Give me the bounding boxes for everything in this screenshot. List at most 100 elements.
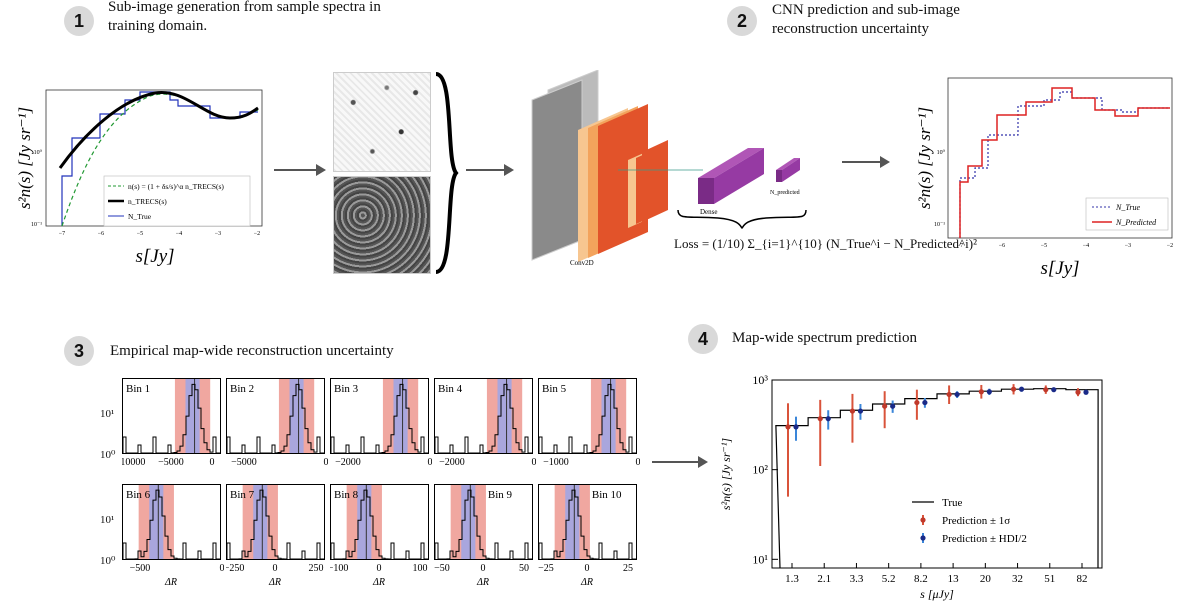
x-tick-label: 1.3: [785, 573, 799, 585]
prediction-point: [849, 408, 856, 414]
step-number: 2: [736, 10, 747, 31]
prediction-point: [1010, 386, 1017, 392]
histogram-x-tick: −1000: [543, 457, 569, 468]
histogram-bin-label: Bin 9: [488, 489, 513, 501]
legend-series-label: Prediction ± HDI/2: [942, 533, 1027, 545]
histogram-bars: [122, 383, 221, 454]
prediction-point: [1083, 389, 1089, 395]
prediction-point: [793, 424, 799, 430]
histogram-bin-label: Bin 8: [334, 489, 359, 501]
output-block: [776, 158, 800, 170]
output-label: N_predicted: [770, 190, 800, 196]
histogram-x-tick: −50: [434, 563, 450, 574]
map-wide-spectrum-chart: 10³ 10² 10¹ 1.3 2.1 3.3 5.2 8.2 13 20 32 51 82 s [μJy…: [719, 373, 1103, 601]
n-true-dotted-line: [959, 91, 1170, 238]
step-1-title-line1: Sub-image generation from sample spectra…: [108, 0, 381, 15]
histogram-x-tick: 0: [636, 457, 641, 468]
histogram-panel: Bin 5 −1000 0: [538, 378, 641, 468]
histogram-x-tick: 0: [585, 563, 590, 574]
loss-equation: = (1/10) Σ_{i=1}^{10} (N_True^i − N_Pred…: [701, 236, 977, 251]
conv2d-label: Conv2D: [570, 259, 594, 267]
histogram-panel: Bin 9 −50 0 50 ΔR: [434, 484, 533, 588]
histogram-panel: Bin 8 −100 0 100 ΔR: [330, 484, 429, 588]
arrow-icon: [842, 156, 890, 168]
prediction-plot: N_True N_Predicted 10⁰ 10⁻¹ −7 −6 −5 −4 …: [915, 77, 1173, 279]
legend-box: [103, 175, 251, 227]
histogram-x-tick: 0: [377, 563, 382, 574]
histogram-x-label: ΔR: [268, 577, 281, 588]
histogram-x-tick: −5000: [231, 457, 257, 468]
step-2-title: CNN prediction and sub-image reconstruct…: [772, 1, 960, 39]
histogram-bars: [226, 383, 325, 454]
histogram-y-tick: 10⁰: [100, 449, 116, 461]
histogram-x-tick: 25: [623, 563, 633, 574]
arrow-icon: [652, 456, 708, 468]
prediction-point: [954, 391, 960, 398]
histogram-x-tick: 0: [481, 563, 486, 574]
histogram-bars: [330, 383, 429, 454]
prediction-point: [825, 416, 831, 422]
histogram-frame: [330, 378, 429, 454]
step-2-title-line1: CNN prediction and sub-image: [772, 2, 960, 18]
y-tick-label: 10³: [752, 373, 768, 387]
output-block: [782, 158, 800, 182]
histogram-x-label: ΔR: [164, 577, 177, 588]
prediction-point: [882, 403, 888, 409]
conv-block: [642, 140, 668, 222]
dense-block: [698, 178, 714, 204]
histogram-frame: [538, 378, 637, 454]
step-3-title-line1: Empirical map-wide reconstruction uncert…: [110, 343, 394, 359]
histogram-frame: [434, 378, 533, 454]
histogram-bin-label: Bin 5: [542, 383, 567, 395]
histogram-bars: [538, 489, 636, 560]
sub-image-dense: [333, 176, 431, 274]
histogram-bin-label: Bin 2: [230, 383, 254, 395]
step-3-title: Empirical map-wide reconstruction uncert…: [110, 342, 394, 361]
x-tick: −2: [1167, 243, 1173, 249]
histogram-x-tick: 0: [220, 563, 225, 574]
histogram-x-label: ΔR: [580, 577, 593, 588]
x-axis-label: s[Jy]: [1040, 258, 1079, 279]
prediction-point: [1018, 386, 1025, 392]
prediction-point: [946, 391, 952, 398]
histogram-x-tick: 100: [413, 563, 428, 574]
step-4-badge: 4: [688, 324, 718, 354]
n-true-step-line: [61, 91, 258, 226]
cnn-input-image-front: [531, 79, 583, 261]
histogram-x-tick: −250: [226, 563, 244, 574]
true-step-line: [775, 388, 1099, 569]
histogram-frame: [538, 484, 637, 560]
step-3-badge: 3: [64, 336, 94, 366]
prediction-point: [978, 389, 984, 395]
x-tick: −4: [176, 231, 182, 237]
loss-formula: Loss = (1/10) Σ_{i=1}^{10} (N_True^i − N…: [674, 236, 977, 252]
legend-series-label: Prediction ± 1σ: [942, 515, 1010, 527]
prediction-point: [1051, 387, 1057, 393]
x-tick-label: 3.3: [850, 573, 864, 585]
histogram-panel: Bin 1 −10000 −5000 0: [122, 378, 221, 468]
x-axis-label: s [μJy]: [920, 587, 954, 601]
loss-prefix: Loss: [674, 236, 699, 251]
histogram-x-tick: −5000: [158, 457, 184, 468]
histogram-bars: [538, 383, 637, 454]
x-tick: −6: [98, 231, 104, 237]
histogram-x-tick: −2000: [335, 457, 361, 468]
step-4-title-line1: Map-wide spectrum prediction: [732, 330, 917, 346]
histogram-x-tick: 0: [428, 457, 433, 468]
x-tick-label: 8.2: [914, 573, 928, 585]
x-tick: −5: [1041, 243, 1047, 249]
histogram-x-tick: 250: [309, 563, 324, 574]
histogram-frame: [434, 484, 533, 560]
prediction-point: [1075, 389, 1081, 395]
dense-label: Dense: [700, 208, 718, 216]
y-tick: 10⁰: [937, 149, 946, 156]
histogram-frame: [122, 484, 221, 560]
x-tick-label: 32: [1012, 573, 1023, 585]
legend-box: [1085, 197, 1169, 231]
n-trecs-line: [58, 90, 259, 169]
chart-frame: [771, 379, 1103, 569]
histogram-x-tick: 50: [519, 563, 529, 574]
histogram-bin-label: Bin 1: [126, 383, 150, 395]
x-tick-label: 20: [980, 573, 992, 585]
